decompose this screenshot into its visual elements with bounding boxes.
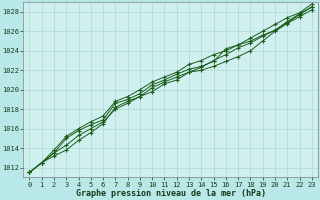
X-axis label: Graphe pression niveau de la mer (hPa): Graphe pression niveau de la mer (hPa) — [76, 189, 266, 198]
